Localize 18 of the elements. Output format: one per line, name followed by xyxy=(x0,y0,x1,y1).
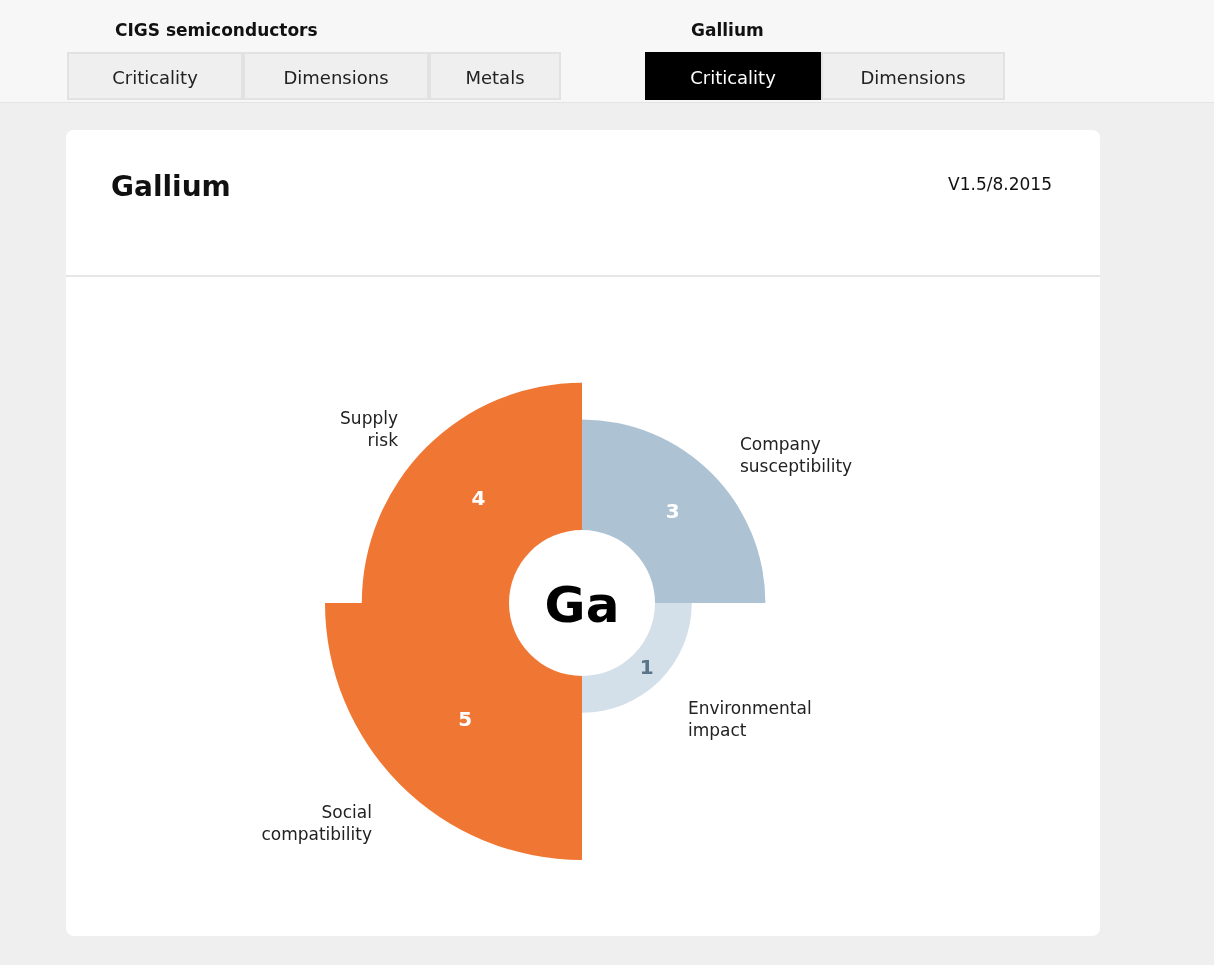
text: Metals xyxy=(429,52,561,100)
text: Dimensions xyxy=(821,52,1005,100)
text: Criticality xyxy=(645,52,821,100)
data-label: 1 xyxy=(639,654,654,679)
text: Dimensions xyxy=(243,52,429,100)
text: Gallium xyxy=(111,170,231,203)
data-label: 5 xyxy=(458,706,473,731)
text: Gallium xyxy=(691,20,764,40)
text: Criticality xyxy=(67,52,243,100)
category-label: Company susceptibility xyxy=(739,434,853,477)
text: V1.5/8.2015 xyxy=(948,174,1052,194)
category-label: Social compatibility xyxy=(261,802,372,845)
data-label: 3 xyxy=(665,499,680,524)
text: CIGS semiconductors xyxy=(115,20,318,40)
category-label: Supply risk xyxy=(340,408,399,451)
text: Ga xyxy=(544,576,620,634)
category-label: Environmental impact xyxy=(687,697,812,740)
data-label: 4 xyxy=(471,486,486,511)
